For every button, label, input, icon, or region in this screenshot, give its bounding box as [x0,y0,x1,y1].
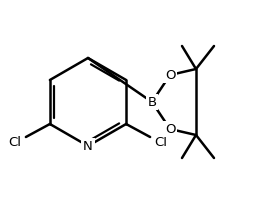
Text: O: O [165,123,175,136]
Text: N: N [83,139,93,152]
Text: O: O [165,68,175,81]
Text: Cl: Cl [8,136,22,149]
Text: B: B [147,95,157,108]
Text: Cl: Cl [155,136,168,149]
